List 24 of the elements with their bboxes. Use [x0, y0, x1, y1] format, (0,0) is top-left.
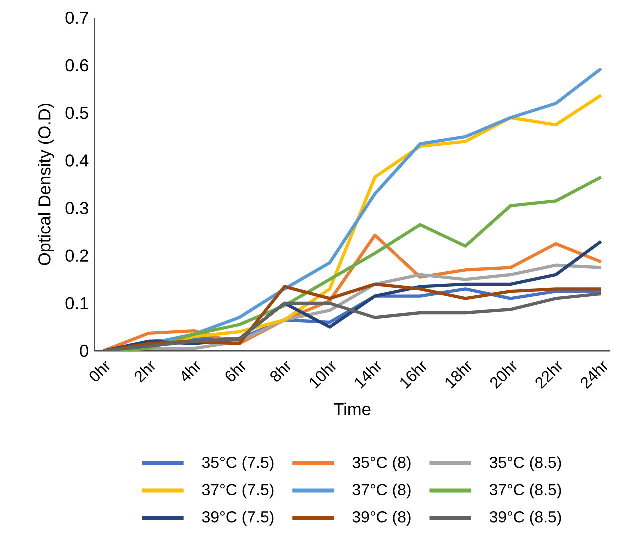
y-axis-title: Optical Density (O.D) — [38, 104, 54, 266]
x-tick-label: 8hr — [270, 362, 291, 382]
legend-label: 37°C (8.5) — [490, 484, 562, 499]
y-tick-label: 0.7 — [66, 12, 88, 24]
legend-label: 35°C (8) — [352, 456, 411, 472]
x-axis-title: Time — [334, 403, 371, 416]
x-tick-label: 2hr — [134, 362, 156, 384]
legend-label: 39°C (8) — [352, 511, 411, 526]
x-tick-label: 6hr — [226, 362, 246, 382]
y-tick-label: 0.1 — [66, 298, 88, 310]
y-tick-label: 0.6 — [66, 60, 88, 72]
y-tick-label: 0.3 — [66, 202, 88, 215]
legend-label: 37°C (8) — [352, 484, 411, 499]
y-tick-label: 0 — [80, 345, 88, 358]
x-tick-label: 0hr — [90, 362, 110, 382]
y-tick-label: 0.4 — [66, 154, 89, 168]
y-tick-label: 0.5 — [66, 107, 88, 120]
legend-label: 35°C (8.5) — [490, 456, 562, 472]
x-tick-label: 4hr — [182, 362, 200, 382]
legend-label: 39°C (8.5) — [490, 511, 562, 526]
legend-label: 37°C (7.5) — [202, 484, 274, 499]
y-tick-label: 0.2 — [66, 250, 88, 262]
legend-label: 35°C (7.5) — [202, 456, 274, 472]
legend-label: 39°C (7.5) — [202, 511, 274, 526]
